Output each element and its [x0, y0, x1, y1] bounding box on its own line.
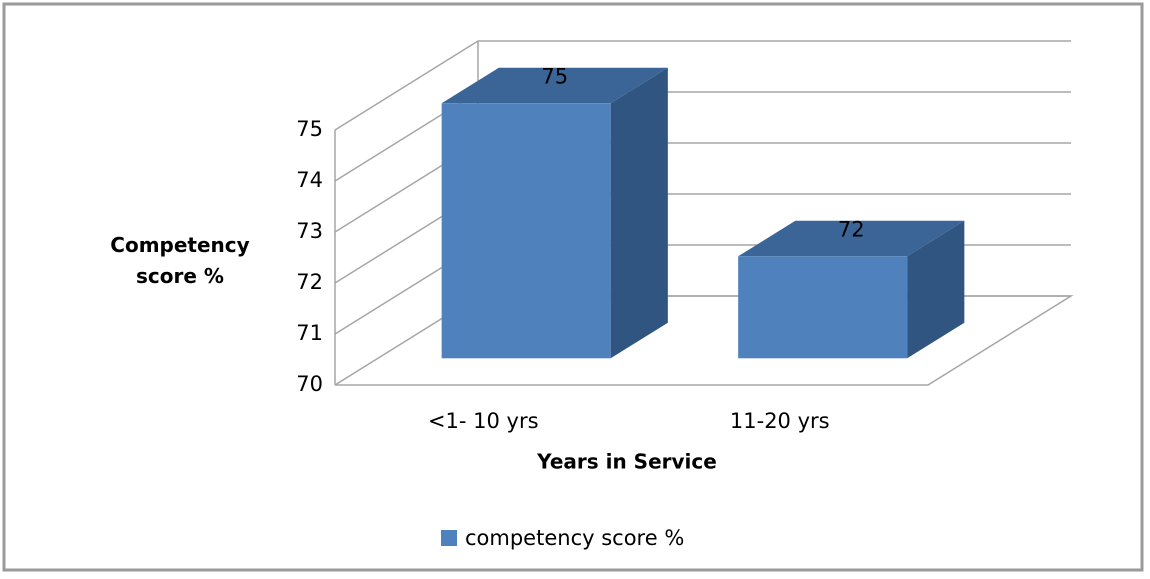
y-tick-label: 73	[296, 219, 323, 243]
value-label: 75	[541, 65, 568, 89]
grid-line	[334, 40, 1071, 131]
x-axis-title: Years in Service	[536, 450, 717, 474]
legend-swatch	[441, 530, 457, 546]
y-tick-label: 72	[296, 270, 323, 294]
y-axis-title: Competency score %	[110, 233, 250, 288]
bar-top	[738, 220, 965, 257]
bar	[738, 256, 908, 359]
y-tick-label: 70	[296, 372, 323, 396]
y-tick-label: 74	[296, 168, 323, 192]
bar-side	[907, 220, 965, 359]
bar-top	[441, 67, 668, 104]
legend-label: competency score %	[465, 526, 684, 550]
y-tick-label: 71	[296, 321, 323, 345]
x-tick-label: 11-20 yrs	[730, 409, 830, 433]
bar	[441, 103, 611, 359]
y-tick-label: 75	[296, 117, 323, 141]
x-tick-label: <1- 10 yrs	[428, 409, 539, 433]
value-label: 72	[838, 218, 865, 242]
bar-side	[610, 67, 668, 359]
